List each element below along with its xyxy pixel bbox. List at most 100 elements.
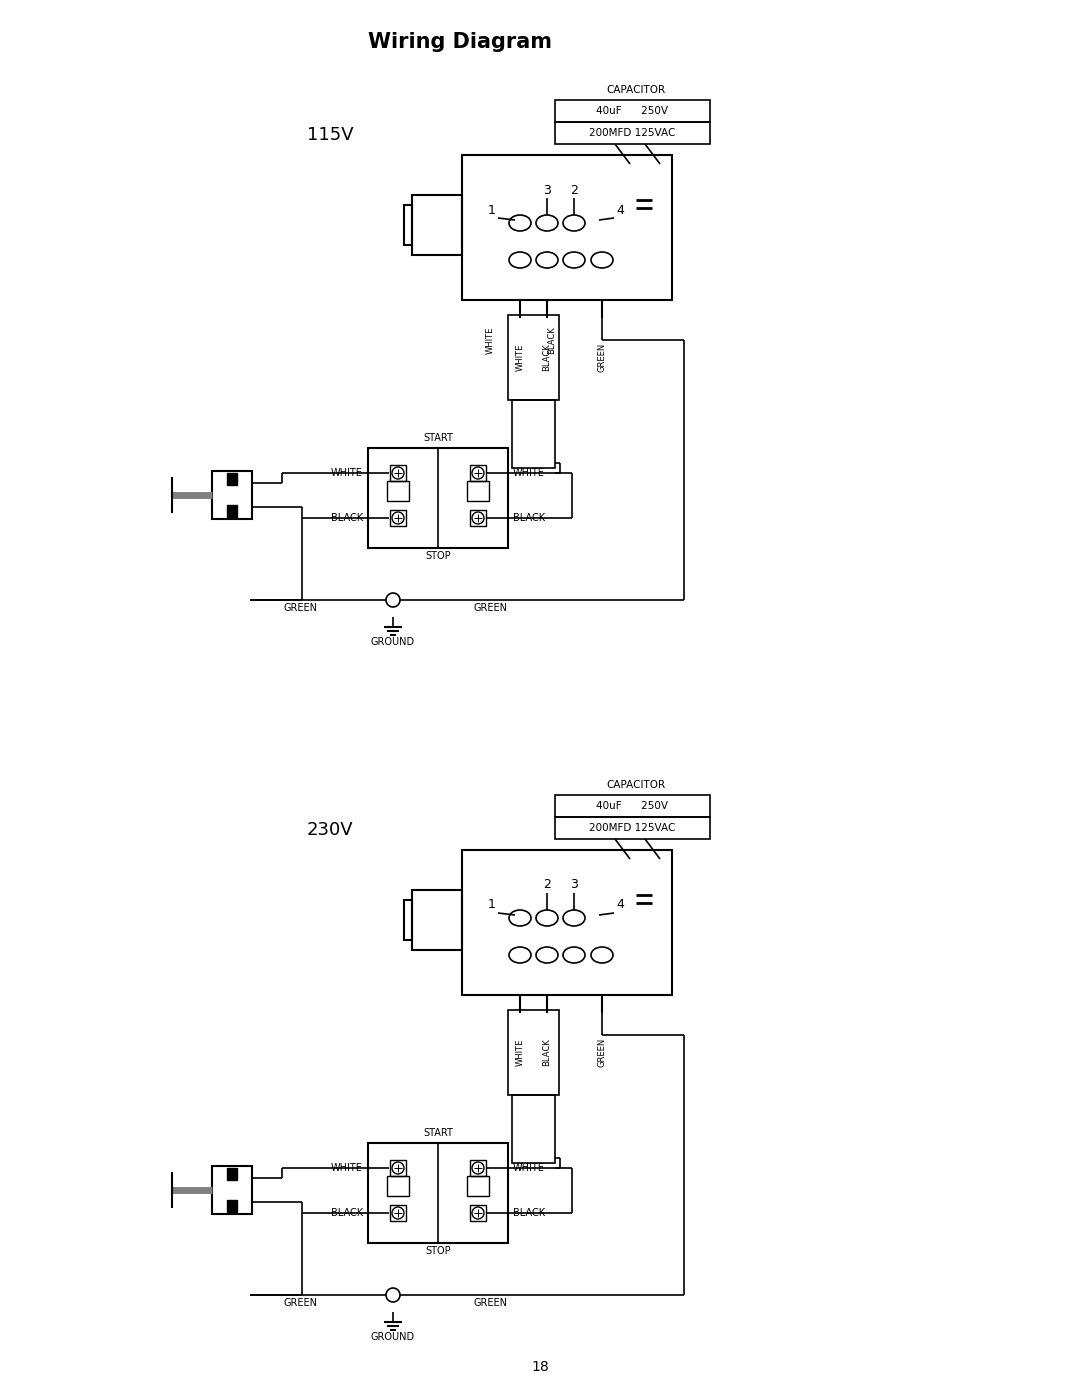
- Ellipse shape: [536, 215, 558, 231]
- Ellipse shape: [536, 909, 558, 926]
- Bar: [227, 1200, 237, 1213]
- Text: 2: 2: [570, 183, 578, 197]
- Text: GREEN: GREEN: [283, 1298, 318, 1308]
- Text: WHITE: WHITE: [332, 468, 363, 478]
- Text: BLACK: BLACK: [542, 1038, 552, 1066]
- Ellipse shape: [509, 251, 531, 268]
- Ellipse shape: [386, 1288, 400, 1302]
- Text: Wiring Diagram: Wiring Diagram: [368, 32, 552, 52]
- Ellipse shape: [591, 251, 613, 268]
- Text: WHITE: WHITE: [515, 344, 525, 370]
- Text: BLACK: BLACK: [542, 344, 552, 370]
- Text: 1: 1: [488, 898, 496, 911]
- Ellipse shape: [386, 592, 400, 608]
- Text: 40uF      250V: 40uF 250V: [596, 106, 669, 116]
- Text: 200MFD 125VAC: 200MFD 125VAC: [589, 823, 675, 833]
- Text: GROUND: GROUND: [370, 1331, 415, 1343]
- Text: 1: 1: [488, 204, 496, 217]
- Text: 230V: 230V: [307, 821, 353, 840]
- Text: 115V: 115V: [307, 126, 353, 144]
- Text: BLACK: BLACK: [548, 326, 556, 353]
- Ellipse shape: [563, 215, 585, 231]
- Bar: [368, 1143, 508, 1243]
- Bar: [212, 471, 252, 520]
- Text: 3: 3: [570, 879, 578, 891]
- Ellipse shape: [392, 1207, 404, 1220]
- Ellipse shape: [472, 1207, 484, 1220]
- Ellipse shape: [392, 511, 404, 524]
- Text: 2: 2: [543, 879, 551, 891]
- Text: 3: 3: [543, 183, 551, 197]
- Text: 200MFD 125VAC: 200MFD 125VAC: [589, 129, 675, 138]
- Bar: [467, 1176, 489, 1196]
- Bar: [470, 1160, 486, 1176]
- Bar: [227, 474, 237, 485]
- Bar: [390, 1160, 406, 1176]
- Ellipse shape: [509, 947, 531, 963]
- Bar: [462, 849, 672, 995]
- Bar: [227, 504, 237, 517]
- Text: 40uF      250V: 40uF 250V: [596, 800, 669, 812]
- Bar: [387, 481, 409, 502]
- Bar: [470, 510, 486, 527]
- Bar: [212, 1166, 252, 1214]
- Bar: [411, 890, 462, 950]
- Ellipse shape: [392, 1162, 404, 1173]
- Ellipse shape: [563, 251, 585, 268]
- Text: START: START: [423, 433, 453, 443]
- Bar: [512, 1095, 555, 1162]
- Ellipse shape: [536, 251, 558, 268]
- Text: GREEN: GREEN: [597, 1038, 607, 1067]
- Bar: [508, 314, 559, 400]
- Bar: [227, 1168, 237, 1180]
- Ellipse shape: [472, 467, 484, 479]
- Ellipse shape: [536, 947, 558, 963]
- Ellipse shape: [509, 215, 531, 231]
- Bar: [404, 205, 411, 244]
- Text: 4: 4: [616, 204, 624, 217]
- Text: 18: 18: [531, 1361, 549, 1375]
- Bar: [512, 400, 555, 468]
- Bar: [390, 510, 406, 527]
- Bar: [555, 795, 710, 817]
- Text: CAPACITOR: CAPACITOR: [607, 85, 665, 95]
- Text: STOP: STOP: [426, 1246, 450, 1256]
- Text: CAPACITOR: CAPACITOR: [607, 780, 665, 789]
- Ellipse shape: [472, 511, 484, 524]
- Bar: [411, 196, 462, 256]
- Ellipse shape: [563, 947, 585, 963]
- Bar: [404, 900, 411, 940]
- Bar: [390, 1206, 406, 1221]
- Bar: [470, 465, 486, 481]
- Text: START: START: [423, 1127, 453, 1139]
- Bar: [470, 1206, 486, 1221]
- Text: BLACK: BLACK: [330, 1208, 363, 1218]
- Text: WHITE: WHITE: [515, 1038, 525, 1066]
- Text: WHITE: WHITE: [486, 327, 495, 353]
- Bar: [555, 101, 710, 122]
- Text: BLACK: BLACK: [513, 513, 545, 522]
- Bar: [555, 817, 710, 840]
- Bar: [387, 1176, 409, 1196]
- Bar: [462, 155, 672, 300]
- Bar: [368, 448, 508, 548]
- Text: BLACK: BLACK: [513, 1208, 545, 1218]
- Text: GROUND: GROUND: [370, 637, 415, 647]
- Text: GREEN: GREEN: [597, 342, 607, 372]
- Ellipse shape: [591, 947, 613, 963]
- Text: STOP: STOP: [426, 550, 450, 562]
- Text: GREEN: GREEN: [473, 1298, 507, 1308]
- Bar: [555, 122, 710, 144]
- Text: GREEN: GREEN: [473, 604, 507, 613]
- Bar: [508, 1010, 559, 1095]
- Ellipse shape: [392, 467, 404, 479]
- Text: WHITE: WHITE: [513, 1162, 545, 1173]
- Bar: [467, 481, 489, 502]
- Text: 4: 4: [616, 898, 624, 911]
- Text: BLACK: BLACK: [330, 513, 363, 522]
- Ellipse shape: [472, 1162, 484, 1173]
- Text: WHITE: WHITE: [332, 1162, 363, 1173]
- Text: GREEN: GREEN: [283, 604, 318, 613]
- Ellipse shape: [509, 909, 531, 926]
- Text: WHITE: WHITE: [513, 468, 545, 478]
